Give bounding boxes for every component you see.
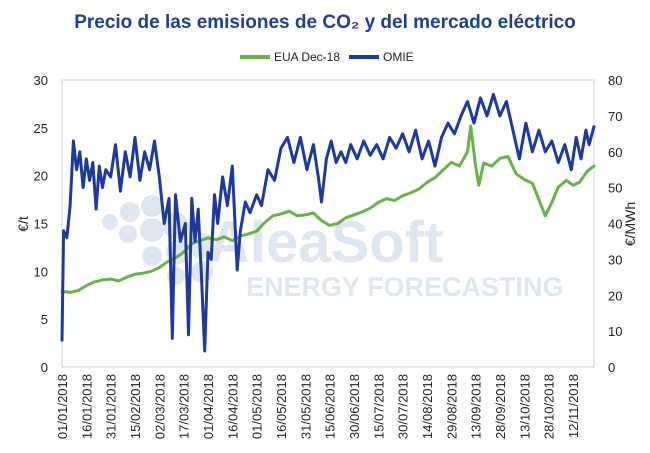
chart-title: Precio de las emisiones de CO₂ y del mer… bbox=[74, 12, 576, 33]
y-right-tick-label: 30 bbox=[608, 252, 622, 267]
y-right-tick-label: 0 bbox=[608, 360, 615, 375]
y-left-tick-label: 10 bbox=[34, 264, 48, 279]
y-left-tick-label: 25 bbox=[34, 121, 48, 136]
plot-area bbox=[61, 79, 595, 368]
x-tick-label: 15/07/2018 bbox=[371, 374, 386, 439]
watermark-dot bbox=[102, 214, 118, 230]
x-tick-label: 28/10/2018 bbox=[542, 374, 557, 439]
x-tick-label: 17/03/2018 bbox=[177, 374, 192, 439]
y-right-tick-label: 10 bbox=[608, 324, 622, 339]
legend-label-omie: OMIE bbox=[383, 50, 414, 64]
x-tick-label: 13/10/2018 bbox=[517, 374, 532, 439]
y-axis-left-label: €/t bbox=[15, 216, 31, 232]
watermark-dot bbox=[120, 202, 140, 222]
x-tick-label: 28/09/2018 bbox=[493, 374, 508, 439]
y-right-tick-label: 50 bbox=[608, 181, 622, 196]
y-axis-left: 0 5 10 15 20 25 30 bbox=[34, 73, 48, 375]
series-line-omie bbox=[60, 92, 596, 353]
x-tick-label: 30/06/2018 bbox=[347, 374, 362, 439]
x-tick-label: 01/01/2018 bbox=[55, 374, 70, 439]
x-tick-label: 12/11/2018 bbox=[566, 374, 581, 438]
y-axis-right-label: €/MWh bbox=[622, 202, 638, 246]
x-tick-label: 01/05/2018 bbox=[250, 374, 265, 439]
x-tick-label: 30/07/2018 bbox=[396, 374, 411, 439]
watermark-brand: AleaSoft bbox=[208, 210, 443, 275]
x-tick-label: 31/05/2018 bbox=[298, 374, 313, 439]
x-tick-label: 15/06/2018 bbox=[323, 374, 338, 439]
x-tick-label: 29/08/2018 bbox=[444, 374, 459, 439]
watermark-dot bbox=[119, 225, 137, 243]
x-tick-label: 16/05/2018 bbox=[274, 374, 289, 439]
y-left-tick-label: 20 bbox=[34, 169, 48, 184]
y-left-tick-label: 5 bbox=[41, 312, 48, 327]
series-line-eua bbox=[60, 124, 596, 294]
watermark-dot bbox=[142, 246, 162, 266]
y-left-tick-label: 30 bbox=[34, 73, 48, 88]
x-tick-label: 02/03/2018 bbox=[152, 374, 167, 439]
y-right-tick-label: 40 bbox=[608, 217, 622, 232]
y-axis-right: 0 10 20 30 40 50 60 70 80 bbox=[608, 73, 622, 375]
x-tick-label: 15/02/2018 bbox=[128, 374, 143, 439]
y-left-tick-label: 15 bbox=[34, 217, 48, 232]
x-tick-label: 01/04/2018 bbox=[201, 374, 216, 439]
watermark-dot bbox=[141, 195, 163, 217]
series-layer bbox=[60, 92, 596, 353]
y-left-tick-label: 0 bbox=[41, 360, 48, 375]
watermark-dot bbox=[140, 218, 164, 242]
legend: EUA Dec-18 OMIE bbox=[240, 50, 414, 64]
x-tick-label: 16/01/2018 bbox=[79, 374, 94, 439]
x-tick-label: 14/08/2018 bbox=[420, 374, 435, 439]
watermark-subtitle: ENERGY FORECASTING bbox=[246, 272, 564, 302]
y-right-tick-label: 60 bbox=[608, 145, 622, 160]
legend-label-eua: EUA Dec-18 bbox=[274, 50, 340, 64]
x-axis: 01/01/2018 16/01/2018 31/01/2018 15/02/2018… bbox=[55, 374, 581, 439]
y-right-tick-label: 70 bbox=[608, 109, 622, 124]
y-right-tick-label: 80 bbox=[608, 73, 622, 88]
x-tick-label: 16/04/2018 bbox=[225, 374, 240, 439]
x-tick-label: 13/09/2018 bbox=[469, 374, 484, 439]
x-tick-label: 31/01/2018 bbox=[104, 374, 119, 439]
y-right-tick-label: 20 bbox=[608, 288, 622, 303]
